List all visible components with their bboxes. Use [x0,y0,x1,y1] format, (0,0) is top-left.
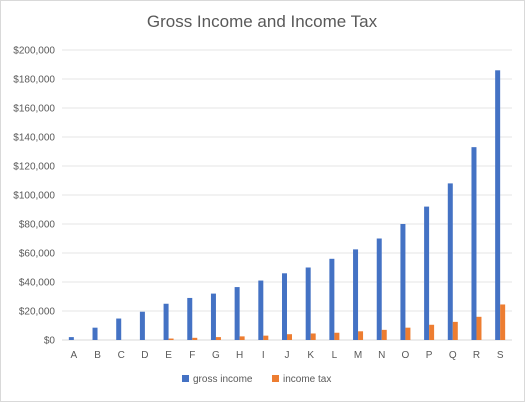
bar-income-tax-M [358,331,364,340]
y-tick-label: $160,000 [13,104,55,115]
x-tick-label: R [473,350,480,361]
x-axis-ticks: A B C D E F G H I J K L M N O P Q R S [71,350,504,361]
bar-gross-income-A [68,337,74,340]
bar-income-tax-I [263,335,269,340]
x-tick-label: G [212,350,220,361]
legend-label-income-tax: income tax [283,374,331,385]
bar-gross-income-F [187,297,193,340]
bar-income-tax-E [168,338,174,340]
x-tick-label: B [94,350,101,361]
bar-gross-income-Q [447,183,453,340]
y-tick-label: $180,000 [13,75,55,86]
legend-label-gross-income: gross income [193,374,253,385]
bar-income-tax-Q [452,321,458,340]
bar-income-tax-K [310,333,316,340]
x-tick-label: C [118,350,125,361]
y-tick-label: $40,000 [19,278,56,289]
bar-gross-income-G [210,293,216,340]
bar-gross-income-H [234,287,240,340]
y-tick-label: $0 [44,336,56,347]
bar-gross-income-S [495,70,501,341]
x-tick-label: L [332,350,338,361]
bar-gross-income-P [424,206,430,340]
bar-income-tax-O [405,327,411,340]
bar-income-tax-H [239,336,245,340]
legend-swatch-gross-income [182,375,189,382]
bar-gross-income-D [139,311,145,340]
bar-gross-income-O [400,224,406,340]
x-tick-label: I [262,350,265,361]
x-tick-label: A [71,350,78,361]
bar-gross-income-L [329,258,335,340]
y-tick-label: $120,000 [13,162,55,173]
bar-gross-income-M [353,249,359,340]
y-tick-label: $140,000 [13,133,55,144]
legend: gross income income tax [182,374,331,385]
bars [68,70,506,341]
bar-gross-income-R [471,147,477,340]
y-tick-label: $200,000 [13,46,55,57]
legend-swatch-income-tax [272,375,279,382]
bar-income-tax-N [381,329,387,340]
y-tick-label: $60,000 [19,249,56,260]
x-tick-label: S [497,350,504,361]
x-tick-label: M [354,350,362,361]
bar-income-tax-S [500,304,506,340]
bar-income-tax-P [429,324,435,340]
bar-income-tax-F [192,337,198,340]
bar-income-tax-R [476,316,482,340]
x-tick-label: E [165,350,172,361]
y-axis-ticks: $0 $20,000 $40,000 $60,000 $80,000 $100,000 $1… [13,46,55,347]
x-tick-label: H [236,350,243,361]
x-tick-label: P [426,350,433,361]
bar-income-tax-L [334,332,340,340]
x-tick-label: K [307,350,314,361]
bar-gross-income-K [305,267,311,340]
bar-gross-income-I [258,280,264,340]
x-tick-label: F [189,350,195,361]
bar-gross-income-N [376,238,382,340]
gridlines [62,49,512,341]
bar-gross-income-E [163,303,169,340]
chart-title: Gross Income and Income Tax [147,12,378,31]
x-tick-label: D [141,350,148,361]
bar-income-tax-G [215,337,221,340]
bar-gross-income-C [116,318,122,340]
x-tick-label: O [402,350,410,361]
x-tick-label: J [285,350,290,361]
bar-gross-income-J [282,273,287,340]
x-tick-label: N [378,350,385,361]
y-tick-label: $100,000 [13,191,55,202]
x-tick-label: Q [449,350,457,361]
y-tick-label: $80,000 [19,220,56,231]
y-tick-label: $20,000 [19,307,56,318]
bar-income-tax-J [287,334,292,340]
bar-gross-income-B [92,327,98,340]
